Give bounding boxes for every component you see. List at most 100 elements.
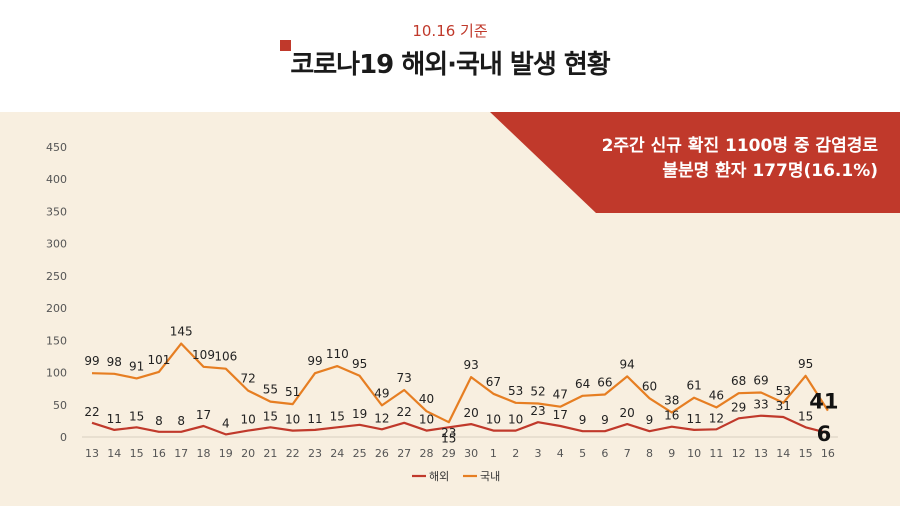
data-label-overseas: 15 bbox=[798, 409, 813, 423]
x-tick-label: 10 bbox=[687, 447, 701, 460]
x-tick-label: 16 bbox=[821, 447, 835, 460]
header: 10.16 기준 코로나19 해외·국내 발생 현황 bbox=[0, 0, 900, 112]
y-tick-label: 50 bbox=[53, 399, 67, 412]
callout-line-1: 2주간 신규 확진 1100명 중 감염경로 bbox=[601, 136, 878, 156]
x-tick-label: 16 bbox=[152, 447, 166, 460]
x-tick-label: 21 bbox=[263, 447, 277, 460]
y-tick-label: 400 bbox=[46, 173, 67, 186]
data-label-overseas: 22 bbox=[84, 405, 99, 419]
title-wrap: 코로나19 해외·국내 발생 현황 bbox=[0, 40, 900, 81]
data-label-overseas: 22 bbox=[397, 405, 412, 419]
data-label-domestic: 72 bbox=[240, 372, 255, 386]
y-tick-label: 0 bbox=[60, 431, 67, 444]
data-label-overseas: 6 bbox=[817, 422, 832, 446]
data-label-domestic: 93 bbox=[463, 358, 478, 372]
data-label-domestic: 23 bbox=[441, 426, 456, 440]
data-label-overseas: 8 bbox=[177, 414, 185, 428]
data-label-overseas: 15 bbox=[263, 409, 278, 423]
data-label-domestic: 49 bbox=[374, 386, 389, 400]
data-label-domestic: 106 bbox=[214, 350, 237, 364]
legend-label: 해외 bbox=[429, 469, 449, 483]
data-label-domestic: 67 bbox=[486, 375, 501, 389]
x-tick-label: 14 bbox=[776, 447, 790, 460]
x-tick-label: 23 bbox=[308, 447, 322, 460]
x-tick-label: 5 bbox=[579, 447, 586, 460]
page-title-text: 코로나19 해외·국내 발생 현황 bbox=[290, 50, 610, 80]
data-label-domestic: 41 bbox=[809, 390, 838, 414]
x-tick-label: 7 bbox=[624, 447, 631, 460]
x-tick-label: 6 bbox=[601, 447, 608, 460]
data-label-domestic: 145 bbox=[170, 325, 193, 339]
series-line-overseas bbox=[91, 414, 829, 436]
y-tick-label: 200 bbox=[46, 302, 67, 315]
data-label-domestic: 95 bbox=[352, 357, 367, 371]
data-label-overseas: 8 bbox=[155, 414, 163, 428]
page-title: 코로나19 해외·국내 발생 현황 bbox=[280, 40, 611, 81]
x-tick-label: 12 bbox=[732, 447, 746, 460]
x-tick-label: 15 bbox=[130, 447, 144, 460]
data-label-overseas: 11 bbox=[686, 412, 701, 426]
data-label-domestic: 109 bbox=[192, 348, 215, 362]
data-label-overseas: 10 bbox=[419, 413, 434, 427]
x-tick-label: 26 bbox=[375, 447, 389, 460]
data-label-overseas: 9 bbox=[579, 413, 587, 427]
x-tick-label: 15 bbox=[799, 447, 813, 460]
data-label-domestic: 60 bbox=[642, 379, 657, 393]
data-label-overseas: 15 bbox=[129, 409, 144, 423]
data-label-overseas: 4 bbox=[222, 416, 230, 430]
x-tick-label: 14 bbox=[107, 447, 121, 460]
data-label-overseas: 12 bbox=[374, 411, 389, 425]
data-label-overseas: 29 bbox=[731, 400, 746, 414]
data-label-domestic: 47 bbox=[553, 388, 568, 402]
data-label-domestic: 55 bbox=[263, 383, 278, 397]
x-tick-label: 30 bbox=[464, 447, 478, 460]
data-label-overseas: 17 bbox=[553, 408, 568, 422]
data-label-overseas: 11 bbox=[107, 412, 122, 426]
x-tick-label: 25 bbox=[353, 447, 367, 460]
callout-banner bbox=[490, 112, 900, 213]
x-tick-label: 29 bbox=[442, 447, 456, 460]
y-tick-label: 300 bbox=[46, 238, 67, 251]
data-label-domestic: 66 bbox=[597, 375, 612, 389]
data-label-domestic: 91 bbox=[129, 359, 144, 373]
data-label-overseas: 23 bbox=[530, 404, 545, 418]
data-label-domestic: 52 bbox=[530, 384, 545, 398]
data-label-overseas: 20 bbox=[620, 406, 635, 420]
x-tick-label: 11 bbox=[709, 447, 723, 460]
data-label-domestic: 69 bbox=[753, 374, 768, 388]
data-label-overseas: 31 bbox=[776, 399, 791, 413]
data-label-overseas: 9 bbox=[601, 413, 609, 427]
data-label-overseas: 10 bbox=[240, 413, 255, 427]
data-label-overseas: 12 bbox=[709, 411, 724, 425]
data-label-overseas: 17 bbox=[196, 408, 211, 422]
data-label-domestic: 110 bbox=[326, 347, 349, 361]
data-label-domestic: 95 bbox=[798, 357, 813, 371]
data-label-domestic: 73 bbox=[397, 371, 412, 385]
data-label-domestic: 61 bbox=[686, 379, 701, 393]
data-label-overseas: 9 bbox=[646, 413, 654, 427]
x-tick-label: 17 bbox=[174, 447, 188, 460]
data-label-overseas: 20 bbox=[463, 406, 478, 420]
data-label-overseas: 10 bbox=[508, 413, 523, 427]
x-tick-label: 20 bbox=[241, 447, 255, 460]
data-label-overseas: 10 bbox=[285, 413, 300, 427]
y-tick-label: 450 bbox=[46, 141, 67, 154]
data-label-overseas: 19 bbox=[352, 407, 367, 421]
data-label-domestic: 98 bbox=[107, 355, 122, 369]
data-label-overseas: 10 bbox=[486, 413, 501, 427]
x-tick-label: 18 bbox=[197, 447, 211, 460]
x-tick-label: 8 bbox=[646, 447, 653, 460]
y-tick-label: 350 bbox=[46, 205, 67, 218]
data-label-domestic: 40 bbox=[419, 392, 434, 406]
x-tick-label: 3 bbox=[535, 447, 542, 460]
x-tick-label: 4 bbox=[557, 447, 564, 460]
data-label-domestic: 53 bbox=[508, 384, 523, 398]
x-tick-label: 13 bbox=[754, 447, 768, 460]
data-label-domestic: 53 bbox=[776, 384, 791, 398]
data-label-domestic: 99 bbox=[307, 354, 322, 368]
data-label-domestic: 101 bbox=[147, 353, 170, 367]
y-tick-label: 100 bbox=[46, 367, 67, 380]
x-tick-label: 19 bbox=[219, 447, 233, 460]
data-label-domestic: 51 bbox=[285, 385, 300, 399]
